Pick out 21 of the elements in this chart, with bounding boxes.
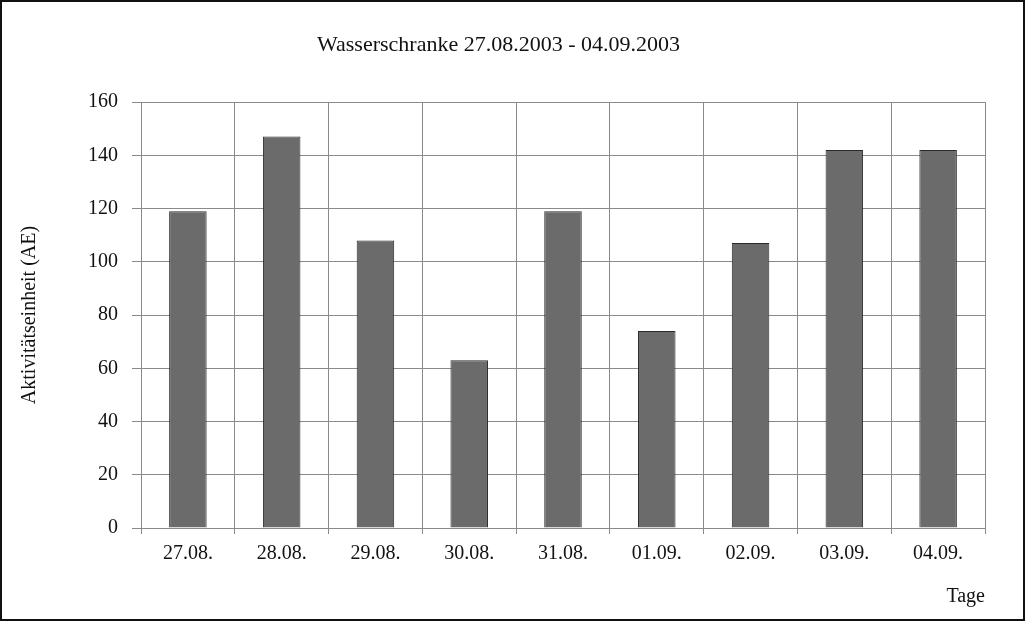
y-tick-label: 0 (108, 515, 118, 538)
y-tick-label: 160 (88, 89, 118, 112)
y-tick-label: 80 (98, 302, 118, 325)
y-tick-label: 20 (98, 462, 118, 484)
x-tick-label: 28.08. (256, 541, 307, 564)
y-tick-label: 60 (98, 355, 118, 378)
y-tick-label: 120 (88, 195, 118, 218)
x-tick-label: 29.08. (350, 541, 401, 564)
x-tick-label: 04.09. (913, 541, 964, 564)
x-tick-label: 01.09. (631, 541, 682, 564)
y-tick-label: 140 (88, 142, 118, 165)
y-axis-title: Aktivitätseinheit (AE) (17, 225, 41, 405)
x-tick-label: 27.08. (162, 541, 213, 564)
chart-title: Wasserschranke 27.08.2003 - 04.09.2003 (317, 30, 680, 56)
x-tick-label: 03.09. (819, 541, 870, 564)
y-tick-label: 100 (88, 249, 118, 271)
x-tick-label: 30.08. (444, 541, 495, 564)
x-axis-title: Tage (946, 584, 986, 608)
x-tick-label: 31.08. (538, 541, 588, 564)
y-tick-label: 40 (98, 408, 118, 431)
x-tick-label: 02.09. (725, 541, 776, 564)
